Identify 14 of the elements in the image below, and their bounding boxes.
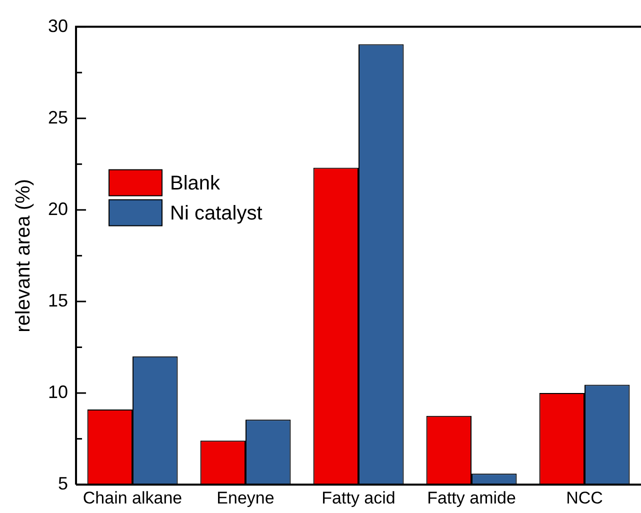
legend-label: Blank [170, 172, 222, 194]
x-tick-label: Fatty amide [427, 488, 516, 508]
legend-label: Ni catalyst [170, 202, 263, 224]
y-tick-label: 10 [48, 382, 68, 402]
y-tick-label: 30 [48, 16, 68, 36]
y-tick-label: 5 [58, 474, 68, 494]
x-tick-label: Fatty acid [322, 488, 396, 508]
x-tick-label: Eneyne [216, 488, 274, 508]
x-tick-label: Chain alkane [82, 488, 182, 508]
x-tick-label: NCC [566, 488, 603, 508]
y-tick-label: 25 [48, 107, 68, 128]
y-tick-label: 15 [48, 290, 68, 310]
y-tick-label: 20 [48, 198, 68, 219]
y-axis-title: relevant area (%) [12, 178, 35, 332]
